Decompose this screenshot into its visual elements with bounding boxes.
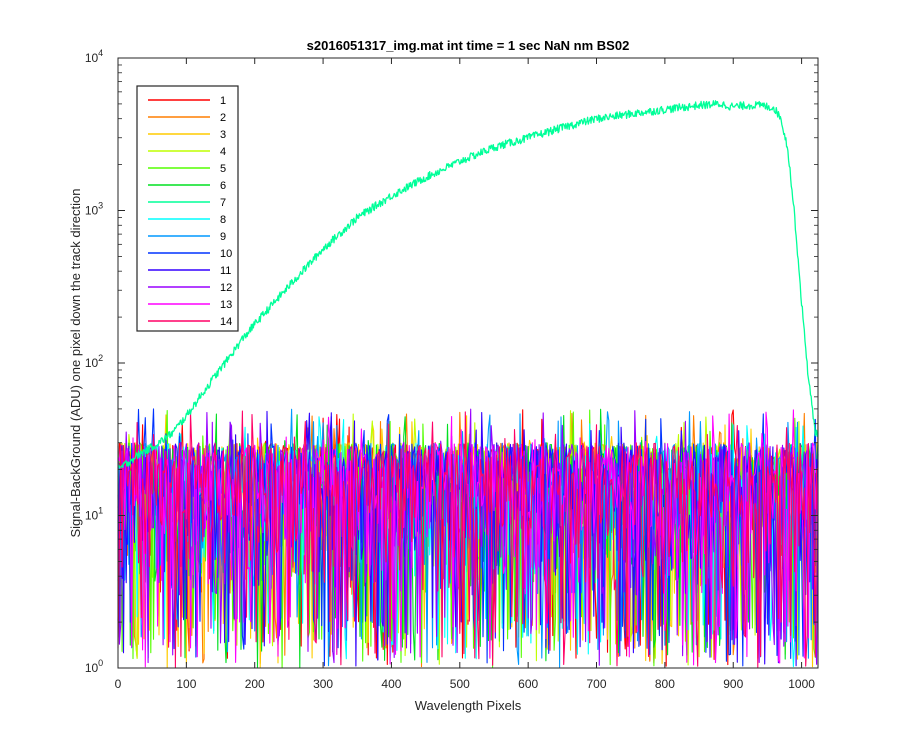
legend-box (136, 85, 239, 332)
x-tick-label: 0 (115, 677, 122, 691)
legend-label-13: 13 (220, 299, 232, 311)
x-tick-label: 300 (313, 677, 333, 691)
legend-label-7: 7 (220, 197, 226, 209)
x-tick-label: 500 (450, 677, 470, 691)
legend-label-14: 14 (220, 316, 232, 328)
legend-label-1: 1 (220, 95, 226, 107)
y-tick-label: 103 (85, 201, 103, 218)
legend-label-2: 2 (220, 112, 226, 124)
x-tick-label: 100 (176, 677, 196, 691)
x-tick-label: 900 (723, 677, 743, 691)
x-tick-label: 800 (655, 677, 675, 691)
y-tick-label: 101 (85, 506, 103, 523)
y-tick-label: 100 (85, 658, 103, 675)
legend-label-4: 4 (220, 146, 226, 158)
chart-title: s2016051317_img.mat int time = 1 sec NaN… (307, 38, 630, 53)
legend-label-6: 6 (220, 180, 226, 192)
legend-label-10: 10 (220, 248, 232, 260)
y-axis-label: Signal-BackGround (ADU) one pixel down t… (68, 188, 83, 537)
x-tick-label: 700 (587, 677, 607, 691)
y-tick-label: 104 (85, 48, 103, 65)
series-line-7 (117, 100, 819, 469)
series-line-13 (117, 409, 819, 668)
legend-label-11: 11 (220, 265, 231, 277)
legend-label-12: 12 (220, 282, 232, 294)
series-layer (117, 100, 819, 669)
x-axis-ticks: 0 100 200 300 400 500 600 700 800 900 1000 (115, 58, 815, 691)
x-tick-label: 400 (381, 677, 401, 691)
x-tick-label: 600 (518, 677, 538, 691)
legend-label-5: 5 (220, 163, 226, 175)
x-tick-label: 1000 (788, 677, 815, 691)
y-tick-label: 102 (85, 353, 103, 370)
legend-label-8: 8 (220, 214, 226, 226)
legend-label-9: 9 (220, 231, 226, 243)
x-axis-label: Wavelength Pixels (415, 698, 522, 713)
legend-label-3: 3 (220, 129, 226, 141)
series-line-14 (117, 410, 819, 669)
x-tick-label: 200 (245, 677, 265, 691)
